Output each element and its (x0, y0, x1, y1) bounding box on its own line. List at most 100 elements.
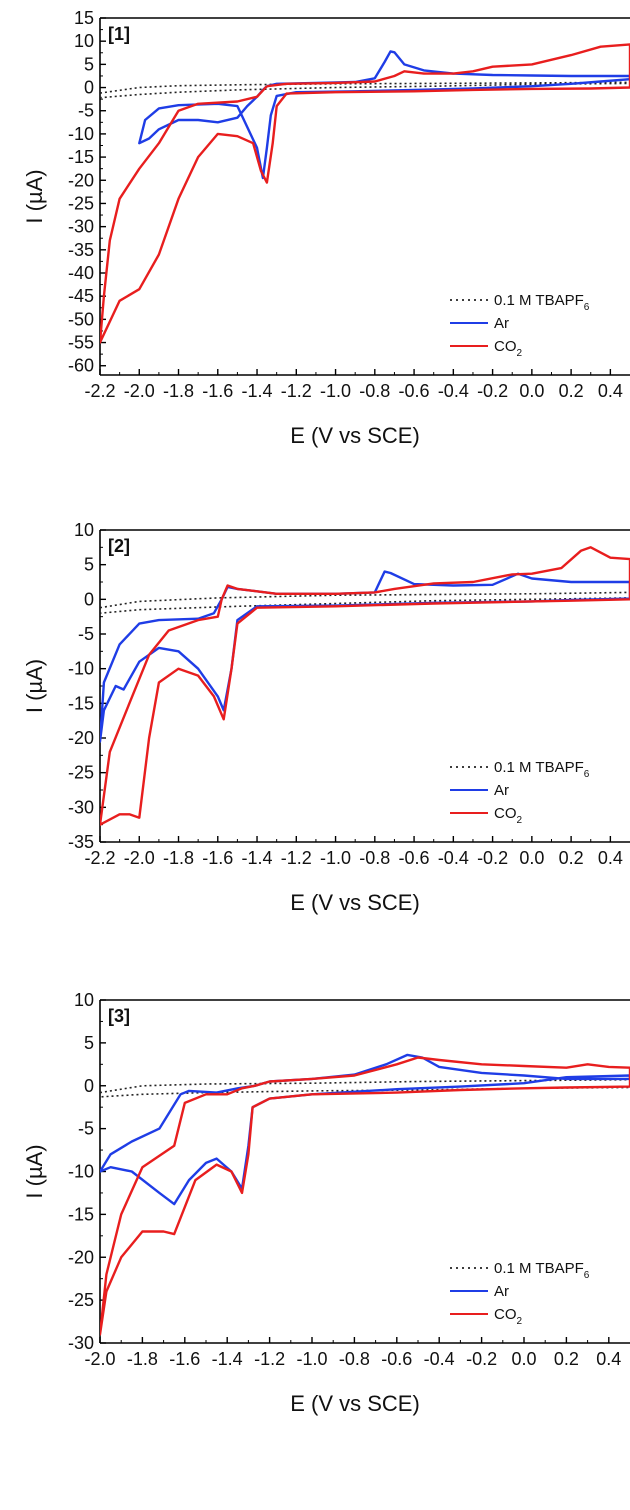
x-tick-label: 0.4 (598, 381, 623, 401)
y-tick-label: 5 (84, 1033, 94, 1053)
series-line-ar (100, 1053, 630, 1206)
y-tick-label: -10 (68, 124, 94, 144)
y-tick-label: -30 (68, 217, 94, 237)
y-tick-label: -20 (68, 728, 94, 748)
y-axis-title: I (µA) (22, 1144, 47, 1198)
y-tick-label: -5 (78, 1119, 94, 1139)
series-line-co2 (100, 43, 630, 344)
y-tick-label: 0 (84, 589, 94, 609)
y-tick-label: -25 (68, 193, 94, 213)
legend-entry: 0.1 M TBAPF6 (494, 1260, 590, 1281)
series-group (100, 546, 630, 826)
x-tick-label: -0.4 (438, 381, 469, 401)
y-tick-label: -25 (68, 1290, 94, 1310)
y-tick-label: -20 (68, 1247, 94, 1267)
x-tick-label: -1.4 (212, 1349, 243, 1369)
chart-panel-3: 10 5 0 -5 -10 -15 -20 -25 -30-2.0 -1.8 -1.6 -1.4 -1.… (22, 990, 630, 1416)
legend-entry: Ar (494, 1283, 509, 1300)
x-tick-label: -1.8 (163, 848, 194, 868)
legend-entry: 0.1 M TBAPF6 (494, 759, 590, 780)
x-tick-label: -1.0 (320, 848, 351, 868)
x-tick-label: -0.8 (339, 1349, 370, 1369)
x-tick-label: -0.6 (399, 848, 430, 868)
x-tick-label: -2.2 (84, 848, 115, 868)
x-tick-label: 0.2 (559, 848, 584, 868)
y-tick-label: 10 (74, 31, 94, 51)
x-tick-label: -2.2 (84, 381, 115, 401)
x-tick-label: -1.0 (296, 1349, 327, 1369)
chart-panel-2: 10 5 0 -5 -10 -15 -20 -25 -30 -35-2.2 -2.0 -1.8 -1.6… (22, 520, 630, 915)
y-tick-label: 0 (84, 1076, 94, 1096)
x-tick-label: 0.2 (554, 1349, 579, 1369)
series-line-ar (100, 570, 630, 743)
legend-entry: Ar (494, 315, 509, 332)
y-tick-label: -30 (68, 1333, 94, 1353)
x-tick-label: -0.4 (424, 1349, 455, 1369)
series-line-ar (138, 50, 630, 180)
y-tick-label: 5 (84, 54, 94, 74)
x-tick-label: -1.0 (320, 381, 351, 401)
legend-entry: CO2 (494, 338, 523, 359)
y-tick-label: -15 (68, 693, 94, 713)
legend-entry: CO2 (494, 805, 523, 826)
y-tick-label: 5 (84, 555, 94, 575)
x-tick-label: -1.8 (163, 381, 194, 401)
y-tick-label: -50 (68, 309, 94, 329)
y-tick-label: -20 (68, 170, 94, 190)
y-tick-label: -40 (68, 263, 94, 283)
x-tick-label: 0.4 (598, 848, 623, 868)
x-axis-title: E (V vs SCE) (290, 890, 420, 915)
y-tick-label: -5 (78, 101, 94, 121)
y-tick-label: -35 (68, 832, 94, 852)
x-tick-label: 0.0 (511, 1349, 536, 1369)
x-tick-label: -0.8 (359, 381, 390, 401)
x-tick-label: -1.2 (281, 381, 312, 401)
x-tick-label: -1.6 (202, 848, 233, 868)
x-tick-label: -1.4 (242, 381, 273, 401)
x-tick-label: -0.2 (477, 848, 508, 868)
x-tick-label: 0.0 (519, 381, 544, 401)
x-tick-label: -1.8 (127, 1349, 158, 1369)
x-tick-label: 0.2 (559, 381, 584, 401)
y-tick-label: -10 (68, 659, 94, 679)
panel-label: [2] (108, 536, 130, 556)
x-tick-label: -2.0 (124, 381, 155, 401)
x-tick-label: -0.4 (438, 848, 469, 868)
legend-entry: Ar (494, 782, 509, 799)
y-tick-label: -25 (68, 763, 94, 783)
y-tick-label: 10 (74, 990, 94, 1010)
y-tick-label: -10 (68, 1162, 94, 1182)
x-tick-label: -1.6 (169, 1349, 200, 1369)
x-tick-label: -2.0 (84, 1349, 115, 1369)
x-tick-label: -0.6 (399, 381, 430, 401)
x-tick-label: -1.4 (242, 848, 273, 868)
panel-label: [3] (108, 1006, 130, 1026)
y-axis-title: I (µA) (22, 659, 47, 713)
x-tick-label: 0.4 (596, 1349, 621, 1369)
series-line-co2 (100, 1056, 630, 1336)
x-tick-label: -0.8 (359, 848, 390, 868)
y-tick-label: -5 (78, 624, 94, 644)
x-tick-label: -1.6 (202, 381, 233, 401)
y-tick-label: 10 (74, 520, 94, 540)
legend-entry: CO2 (494, 1306, 523, 1327)
x-tick-label: -1.2 (254, 1349, 285, 1369)
x-tick-label: -0.2 (477, 381, 508, 401)
legend-entry: 0.1 M TBAPF6 (494, 292, 590, 313)
x-tick-label: -2.0 (124, 848, 155, 868)
y-tick-label: -60 (68, 356, 94, 376)
y-tick-label: -55 (68, 333, 94, 353)
x-tick-label: -0.2 (466, 1349, 497, 1369)
panel-label: [1] (108, 24, 130, 44)
y-axis-title: I (µA) (22, 169, 47, 223)
x-tick-label: 0.0 (519, 848, 544, 868)
series-line-0-1-m-tbapf6 (100, 591, 630, 614)
y-tick-label: 0 (84, 78, 94, 98)
series-group (100, 1053, 630, 1336)
y-tick-label: 15 (74, 8, 94, 28)
x-tick-label: -1.2 (281, 848, 312, 868)
y-tick-label: -30 (68, 797, 94, 817)
x-axis-title: E (V vs SCE) (290, 423, 420, 448)
y-tick-label: -15 (68, 147, 94, 167)
